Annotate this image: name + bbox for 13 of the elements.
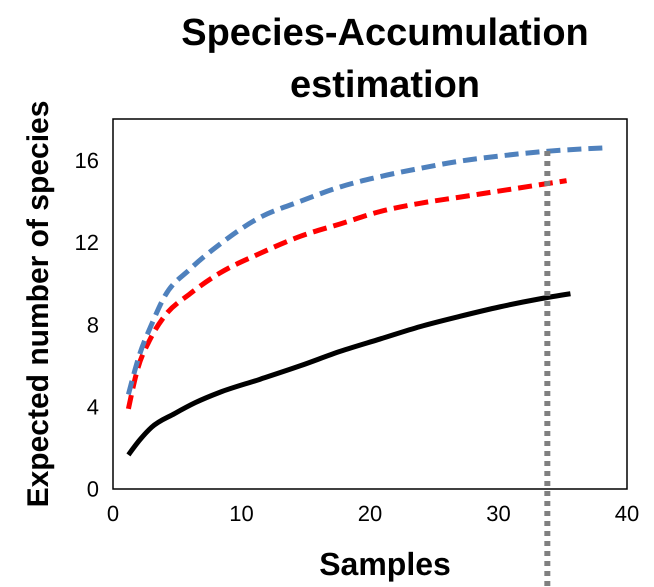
x-axis-title: Samples [319, 546, 451, 582]
chart-title: Species-Accumulation estimation [181, 12, 589, 106]
y-axis-title: Expected number of species [22, 100, 55, 508]
y-tick-label: 12 [74, 230, 99, 256]
x-tick-label: 30 [486, 501, 511, 526]
y-tick-label: 8 [86, 312, 99, 338]
y-tick-label: 0 [86, 476, 99, 502]
x-tick-label: 40 [614, 501, 640, 526]
y-tick-label: 4 [86, 394, 99, 420]
x-tick-label: 10 [229, 501, 254, 526]
x-tick-label: 20 [358, 501, 382, 526]
y-tick-label: 16 [74, 148, 99, 173]
x-tick-label: 0 [106, 501, 120, 526]
